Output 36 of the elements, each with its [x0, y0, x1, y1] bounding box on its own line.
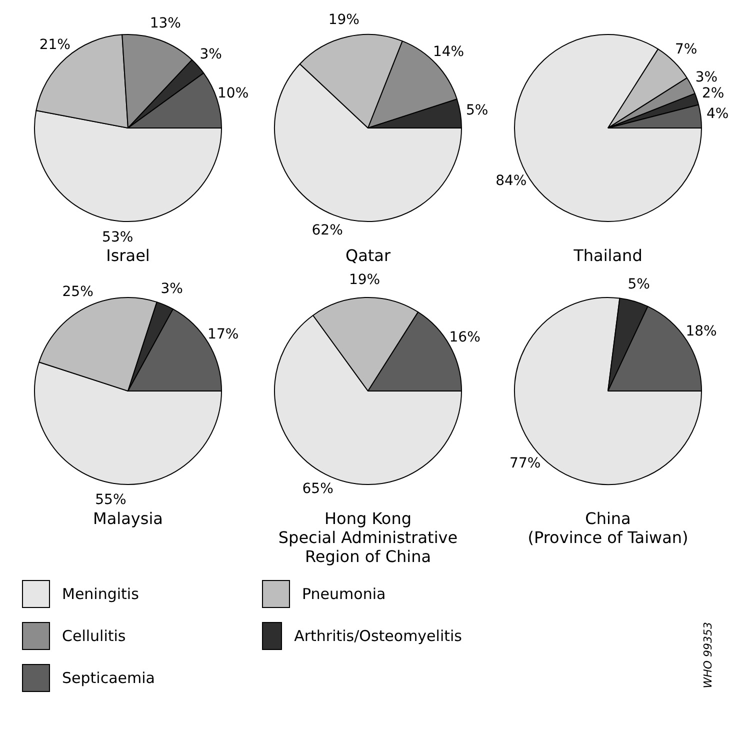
data-label: 10% — [218, 85, 249, 102]
data-label: 7% — [675, 42, 698, 58]
legend-label: Pneumonia — [302, 585, 386, 603]
legend-label: Cellulitis — [62, 627, 126, 645]
data-label: 2% — [702, 85, 724, 102]
data-label: 62% — [312, 222, 343, 238]
data-label: 3% — [695, 69, 718, 86]
data-label: 77% — [510, 456, 541, 472]
data-label: 55% — [95, 492, 126, 508]
data-label: 14% — [432, 44, 464, 60]
text: China (Province of Taiwan) — [526, 509, 690, 547]
data-label: 4% — [706, 106, 729, 122]
legend-label: Meningitis — [62, 585, 139, 603]
data-label: 5% — [466, 102, 488, 118]
text: WHO 99353 — [701, 622, 714, 688]
data-label: 53% — [102, 230, 134, 246]
legend-label: Arthritis/Osteomyelitis — [294, 627, 462, 645]
data-label: 16% — [449, 329, 480, 346]
data-label: 17% — [208, 326, 239, 342]
data-label: 5% — [628, 276, 650, 293]
data-label: 25% — [62, 284, 94, 300]
text: Malaysia — [92, 509, 164, 528]
text: Hong Kong Special Administrative Region of China — [277, 509, 459, 566]
data-label: 3% — [160, 281, 183, 298]
data-label: 3% — [200, 46, 222, 63]
text: Qatar — [344, 246, 392, 265]
data-label: 13% — [150, 16, 181, 32]
data-label: 21% — [39, 36, 70, 53]
data-label: 84% — [496, 172, 527, 189]
data-label: 19% — [348, 272, 380, 288]
data-label: 19% — [328, 12, 360, 28]
text: Israel — [105, 246, 151, 265]
data-label: 65% — [302, 481, 334, 498]
legend-label: Septicaemia — [62, 669, 155, 687]
text: Thailand — [572, 246, 644, 265]
data-label: 18% — [686, 323, 717, 340]
